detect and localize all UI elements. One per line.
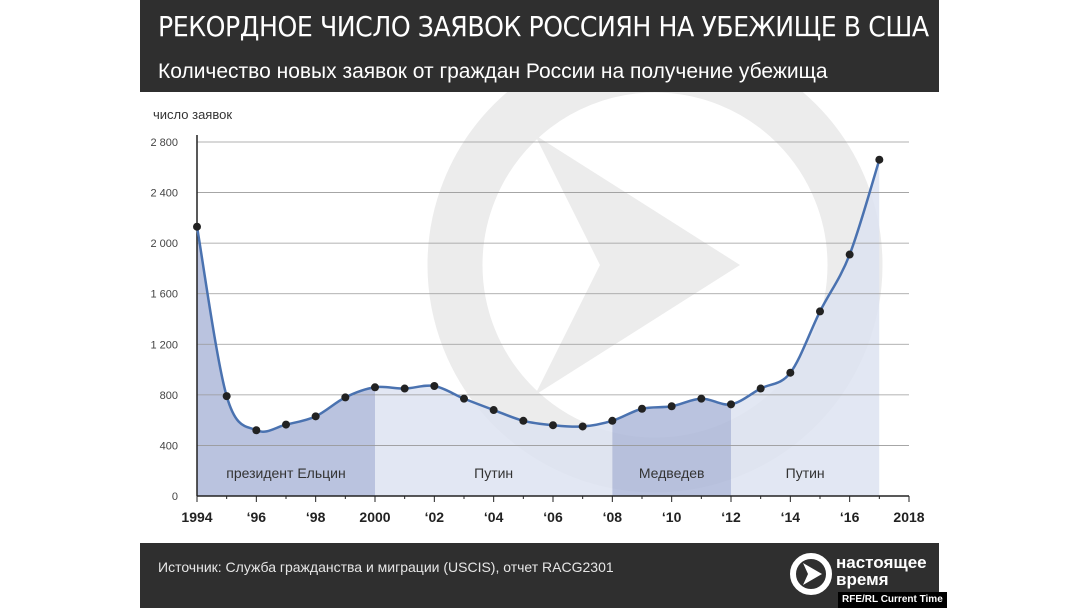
era-label-2: Путин xyxy=(474,465,513,481)
y-tick-label: 1 200 xyxy=(150,339,178,351)
x-tick-label: ‘14 xyxy=(781,509,801,525)
x-tick-label: ‘96 xyxy=(247,509,267,525)
credit-label: RFE/RL Current Time xyxy=(838,592,947,608)
x-tick-label: ‘98 xyxy=(306,509,326,525)
data-point-2013 xyxy=(756,384,765,393)
data-point-2009 xyxy=(638,404,646,413)
data-point-1995 xyxy=(222,392,231,401)
data-point-2005 xyxy=(519,416,528,425)
chart-title: РЕКОРДНОЕ ЧИСЛО ЗАЯВОК РОССИЯН НА УБЕЖИЩ… xyxy=(158,10,929,43)
y-tick-label: 0 xyxy=(172,491,178,503)
data-point-2006 xyxy=(549,421,557,430)
y-tick-label: 800 xyxy=(160,390,178,402)
infographic-card: РЕКОРДНОЕ ЧИСЛО ЗАЯВОК РОССИЯН НА УБЕЖИЩ… xyxy=(140,0,939,608)
data-point-2002 xyxy=(430,382,439,391)
current-time-logo-icon xyxy=(790,553,832,595)
watermark-arrow xyxy=(535,135,740,395)
data-point-2007 xyxy=(578,422,587,431)
data-point-2000 xyxy=(371,383,379,392)
y-tick-label: 400 xyxy=(160,440,178,452)
x-tick-label: ‘02 xyxy=(425,509,445,525)
footer-bar: Источник: Служба гражданства и миграции … xyxy=(140,543,939,608)
x-tick-label: 1994 xyxy=(181,509,212,525)
y-tick-label: 2 400 xyxy=(150,188,178,200)
y-tick-label: 1 600 xyxy=(150,289,178,301)
data-point-2010 xyxy=(667,402,676,411)
x-tick-label: 2018 xyxy=(893,509,924,525)
data-point-1999 xyxy=(341,393,350,402)
data-point-2004 xyxy=(489,406,498,415)
y-axis-title: число заявок xyxy=(153,107,232,122)
era-band-1 xyxy=(197,159,375,496)
header-bar: РЕКОРДНОЕ ЧИСЛО ЗАЯВОК РОССИЯН НА УБЕЖИЩ… xyxy=(140,0,939,92)
era-label-4: Путин xyxy=(786,465,825,481)
x-tick-label: ‘06 xyxy=(543,509,563,525)
era-label-1: президент Ельцин xyxy=(226,465,345,481)
line-chart: 0 400 800 1 200 1 600 2 000 2 400 2 800 число за… xyxy=(150,92,925,525)
data-point-2011 xyxy=(697,394,706,403)
x-tick-label: ‘08 xyxy=(603,509,623,525)
data-point-2001 xyxy=(400,384,409,393)
x-tick-label: ‘04 xyxy=(484,509,504,525)
era-label-3: Медведев xyxy=(639,465,705,481)
data-point-2014 xyxy=(786,368,795,377)
x-tick-label: 2000 xyxy=(359,509,390,525)
data-point-2012 xyxy=(727,400,735,409)
data-point-1996 xyxy=(252,426,261,435)
x-tick-label: ‘16 xyxy=(840,509,860,525)
data-point-2016 xyxy=(845,250,854,259)
chart-subtitle: Количество новых заявок от граждан Росси… xyxy=(158,60,828,83)
y-tick-label: 2 800 xyxy=(150,137,178,149)
series-line xyxy=(195,159,881,433)
brand-line-2: время xyxy=(836,570,889,589)
data-point-2003 xyxy=(460,394,468,403)
data-point-2017 xyxy=(875,155,884,164)
x-tick-label: ‘10 xyxy=(662,509,682,525)
data-point-1994 xyxy=(193,222,201,231)
x-tick-label: ‘12 xyxy=(721,509,741,525)
brand-line-1: настоящее xyxy=(836,553,927,572)
source-note: Источник: Служба гражданства и миграции … xyxy=(158,559,614,575)
brand-name: настоящее время xyxy=(836,554,927,588)
data-point-1998 xyxy=(311,412,320,421)
data-point-2008 xyxy=(608,416,617,425)
y-tick-label: 2 000 xyxy=(150,238,178,250)
data-point-2015 xyxy=(816,307,824,316)
data-point-1997 xyxy=(282,420,290,429)
